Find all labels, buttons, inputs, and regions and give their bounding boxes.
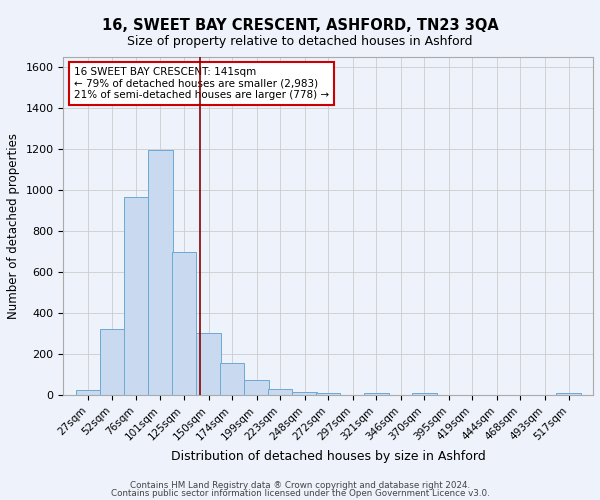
Bar [76,390,100,395]
Text: 16, SWEET BAY CRESCENT, ASHFORD, TN23 3QA: 16, SWEET BAY CRESCENT, ASHFORD, TN23 3Q… [101,18,499,32]
Bar [124,198,148,395]
Bar [148,150,173,395]
Bar [364,393,389,395]
Text: Size of property relative to detached houses in Ashford: Size of property relative to detached ho… [127,35,473,48]
Bar [172,252,196,395]
Bar [556,392,581,395]
Bar [412,392,437,395]
Bar [292,392,317,395]
Bar [220,364,244,395]
Bar [316,393,340,395]
Bar [268,389,292,395]
Text: Contains HM Land Registry data ® Crown copyright and database right 2024.: Contains HM Land Registry data ® Crown c… [130,480,470,490]
X-axis label: Distribution of detached houses by size in Ashford: Distribution of detached houses by size … [171,450,485,463]
Y-axis label: Number of detached properties: Number of detached properties [7,133,20,319]
Bar [244,380,269,395]
Text: Contains public sector information licensed under the Open Government Licence v3: Contains public sector information licen… [110,489,490,498]
Text: 16 SWEET BAY CRESCENT: 141sqm
← 79% of detached houses are smaller (2,983)
21% o: 16 SWEET BAY CRESCENT: 141sqm ← 79% of d… [74,67,329,100]
Bar [100,328,125,395]
Bar [196,332,221,395]
